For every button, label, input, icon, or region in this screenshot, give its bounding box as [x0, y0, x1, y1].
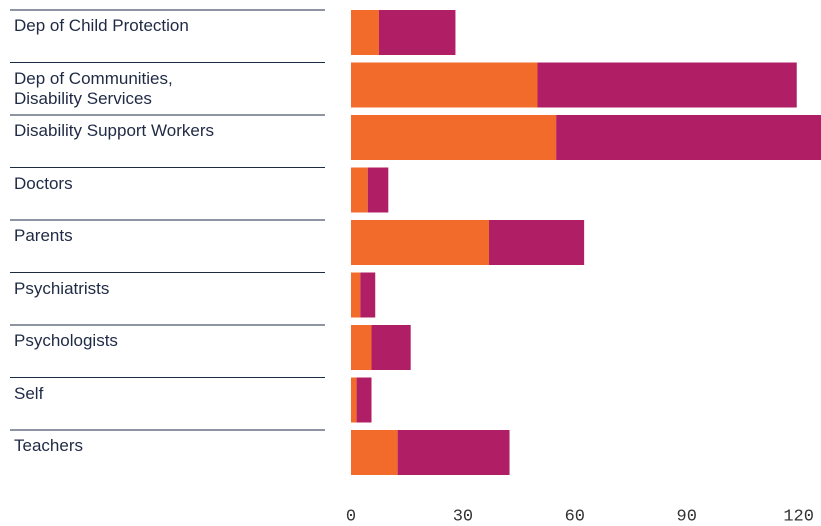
bar-segment	[371, 325, 411, 370]
bar-segment	[351, 10, 379, 55]
category-label: Psychiatrists	[14, 278, 110, 298]
category-label: Psychologists	[14, 331, 118, 350]
bar-segment	[351, 325, 372, 370]
bar-segment	[351, 167, 368, 213]
x-tick-label: 90	[677, 507, 697, 526]
category-label: Disability Support Workers	[14, 121, 214, 140]
bar-segment	[397, 430, 510, 475]
category-label: Teachers	[14, 436, 83, 455]
bar-segment	[351, 220, 490, 265]
category-label: Parents	[14, 226, 73, 245]
category-label: Dep of Child Protection	[14, 16, 189, 35]
category-label: Self	[14, 383, 44, 403]
x-tick-label: 120	[783, 507, 814, 526]
bar-segment	[378, 10, 456, 55]
bar-segment	[351, 430, 398, 475]
x-tick-label: 60	[565, 507, 585, 526]
x-tick-label: 30	[453, 507, 473, 526]
bar-segment	[351, 62, 538, 108]
bar-segment	[360, 272, 376, 318]
bar-segment	[367, 167, 389, 213]
bar-segment	[351, 272, 361, 318]
bar-segment	[556, 115, 821, 160]
bar-segment	[489, 220, 585, 265]
bar-segment	[351, 115, 557, 160]
bar-segment	[356, 377, 372, 423]
bar-segment	[351, 377, 357, 423]
bar-segment	[537, 62, 797, 108]
x-tick-label: 0	[346, 507, 356, 526]
category-label: Dep of Communities, Disability Services	[14, 68, 173, 108]
category-label: Doctors	[14, 173, 73, 193]
